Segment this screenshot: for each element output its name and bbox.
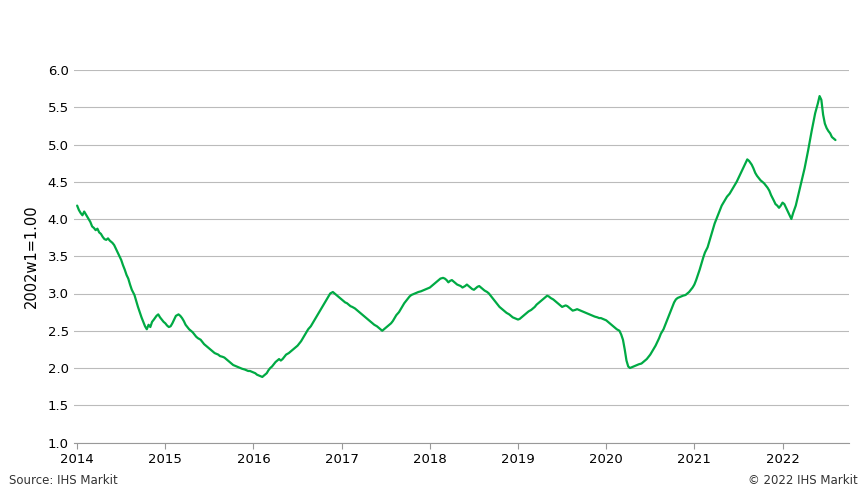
Text: Source: IHS Markit: Source: IHS Markit — [9, 474, 118, 486]
Text: © 2022 IHS Markit: © 2022 IHS Markit — [747, 474, 857, 486]
Text: IHS Markit Materials  Price Index: IHS Markit Materials Price Index — [11, 26, 423, 46]
Y-axis label: 2002w1=1.00: 2002w1=1.00 — [24, 204, 39, 308]
